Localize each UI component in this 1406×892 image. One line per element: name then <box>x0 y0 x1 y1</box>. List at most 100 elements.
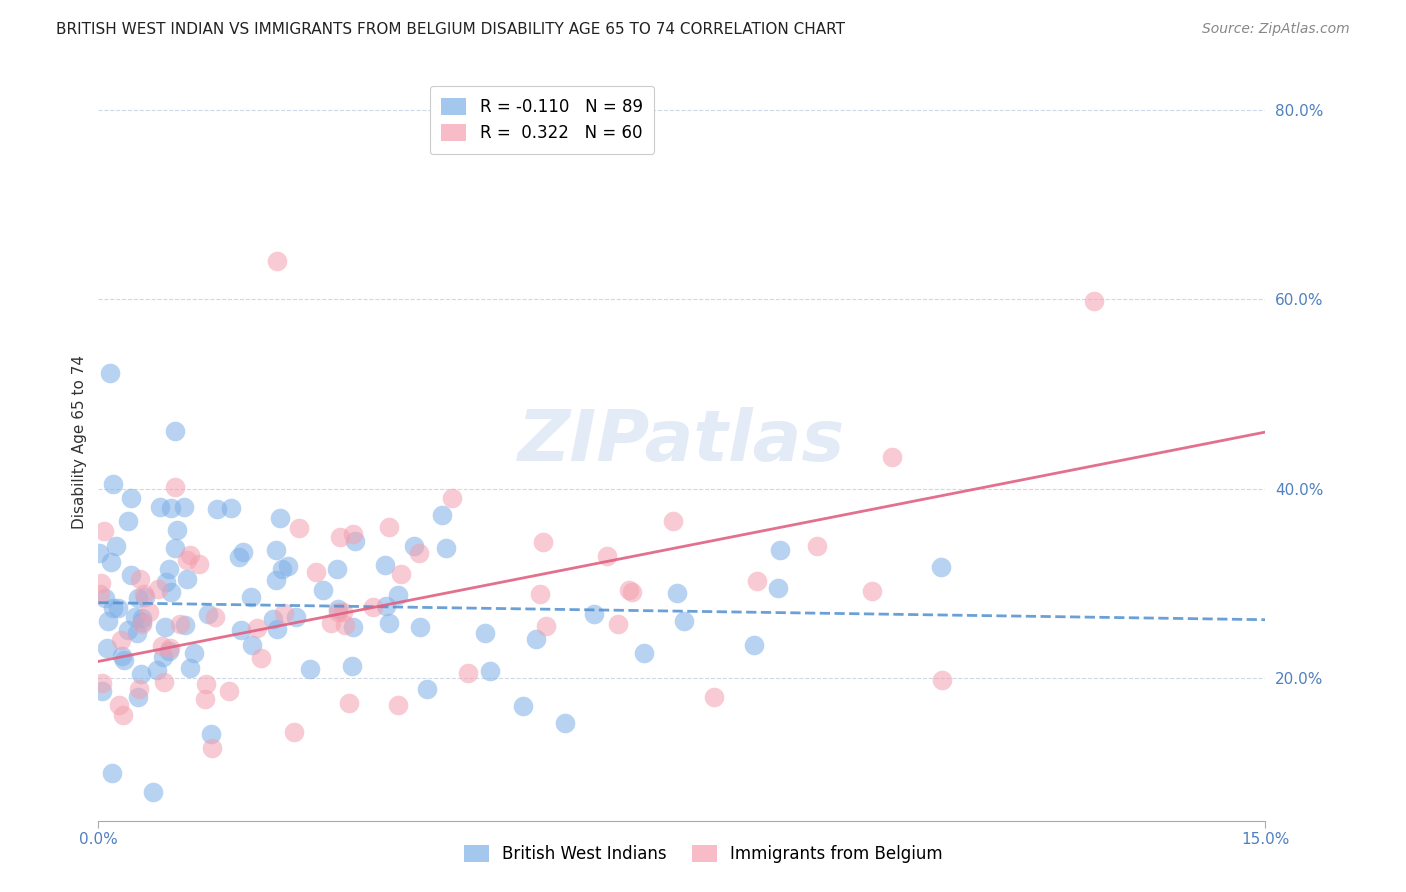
Immigrants from Belgium <box>266 254 288 268</box>
Immigrants from Belgium <box>152 675 174 690</box>
British West Indians <box>931 560 953 574</box>
Immigrants from Belgium <box>132 587 155 601</box>
Immigrants from Belgium <box>596 549 619 564</box>
British West Indians <box>298 663 321 677</box>
British West Indians <box>142 785 165 799</box>
Immigrants from Belgium <box>110 633 132 648</box>
Immigrants from Belgium <box>201 741 224 756</box>
British West Indians <box>117 514 139 528</box>
British West Indians <box>374 558 396 572</box>
British West Indians <box>326 601 349 615</box>
Immigrants from Belgium <box>273 606 295 620</box>
British West Indians <box>766 581 789 595</box>
Immigrants from Belgium <box>329 530 352 544</box>
British West Indians <box>262 612 284 626</box>
Immigrants from Belgium <box>128 572 150 586</box>
Immigrants from Belgium <box>662 514 685 528</box>
British West Indians <box>89 546 111 560</box>
British West Indians <box>129 667 152 681</box>
Immigrants from Belgium <box>218 683 240 698</box>
Immigrants from Belgium <box>440 491 463 505</box>
British West Indians <box>176 572 198 586</box>
British West Indians <box>769 543 792 558</box>
British West Indians <box>409 619 432 633</box>
Immigrants from Belgium <box>90 575 112 590</box>
British West Indians <box>152 650 174 665</box>
British West Indians <box>402 539 425 553</box>
Immigrants from Belgium <box>204 610 226 624</box>
British West Indians <box>672 615 695 629</box>
British West Indians <box>160 585 183 599</box>
Immigrants from Belgium <box>91 675 114 690</box>
British West Indians <box>112 653 135 667</box>
British West Indians <box>131 615 153 630</box>
British West Indians <box>377 616 399 631</box>
British West Indians <box>179 661 201 675</box>
British West Indians <box>155 620 177 634</box>
British West Indians <box>111 648 134 663</box>
Immigrants from Belgium <box>246 621 269 635</box>
British West Indians <box>416 681 439 696</box>
Immigrants from Belgium <box>283 724 305 739</box>
Immigrants from Belgium <box>389 566 412 581</box>
British West Indians <box>97 614 120 628</box>
Immigrants from Belgium <box>378 519 401 533</box>
Immigrants from Belgium <box>333 618 356 632</box>
British West Indians <box>266 622 288 636</box>
British West Indians <box>269 511 291 525</box>
British West Indians <box>155 574 177 589</box>
British West Indians <box>375 599 398 613</box>
British West Indians <box>264 573 287 587</box>
British West Indians <box>163 424 186 438</box>
British West Indians <box>163 541 186 555</box>
British West Indians <box>100 555 122 569</box>
British West Indians <box>240 639 263 653</box>
Y-axis label: Disability Age 65 to 74: Disability Age 65 to 74 <box>72 354 87 529</box>
Immigrants from Belgium <box>337 696 360 710</box>
Immigrants from Belgium <box>619 582 641 597</box>
Legend: R = -0.110   N = 89, R =  0.322   N = 60: R = -0.110 N = 89, R = 0.322 N = 60 <box>430 86 654 154</box>
British West Indians <box>173 500 195 514</box>
British West Indians <box>343 533 366 548</box>
Immigrants from Belgium <box>1083 294 1105 309</box>
Immigrants from Belgium <box>93 524 115 538</box>
British West Indians <box>232 545 254 559</box>
British West Indians <box>107 601 129 615</box>
British West Indians <box>127 690 149 704</box>
Immigrants from Belgium <box>288 521 311 535</box>
British West Indians <box>103 476 125 491</box>
Immigrants from Belgium <box>179 549 201 563</box>
Immigrants from Belgium <box>529 587 551 601</box>
British West Indians <box>96 641 118 656</box>
British West Indians <box>120 491 142 506</box>
Immigrants from Belgium <box>138 605 160 619</box>
British West Indians <box>124 610 146 624</box>
British West Indians <box>157 562 180 576</box>
British West Indians <box>200 727 222 741</box>
British West Indians <box>134 590 156 604</box>
Immigrants from Belgium <box>408 546 430 560</box>
Immigrants from Belgium <box>128 682 150 697</box>
Immigrants from Belgium <box>169 616 191 631</box>
Immigrants from Belgium <box>342 527 364 541</box>
Immigrants from Belgium <box>165 480 187 494</box>
Immigrants from Belgium <box>882 450 904 464</box>
Immigrants from Belgium <box>621 585 644 599</box>
British West Indians <box>183 646 205 660</box>
Immigrants from Belgium <box>305 565 328 579</box>
Immigrants from Belgium <box>531 535 554 549</box>
British West Indians <box>239 590 262 604</box>
British West Indians <box>342 619 364 633</box>
Immigrants from Belgium <box>860 584 883 599</box>
British West Indians <box>197 607 219 622</box>
British West Indians <box>205 502 228 516</box>
Immigrants from Belgium <box>607 617 630 632</box>
Legend: British West Indians, Immigrants from Belgium: British West Indians, Immigrants from Be… <box>451 833 955 875</box>
British West Indians <box>271 562 294 576</box>
Immigrants from Belgium <box>361 599 384 614</box>
British West Indians <box>231 623 253 637</box>
Immigrants from Belgium <box>108 698 131 713</box>
British West Indians <box>277 559 299 574</box>
Immigrants from Belgium <box>112 707 135 722</box>
Immigrants from Belgium <box>159 641 181 656</box>
